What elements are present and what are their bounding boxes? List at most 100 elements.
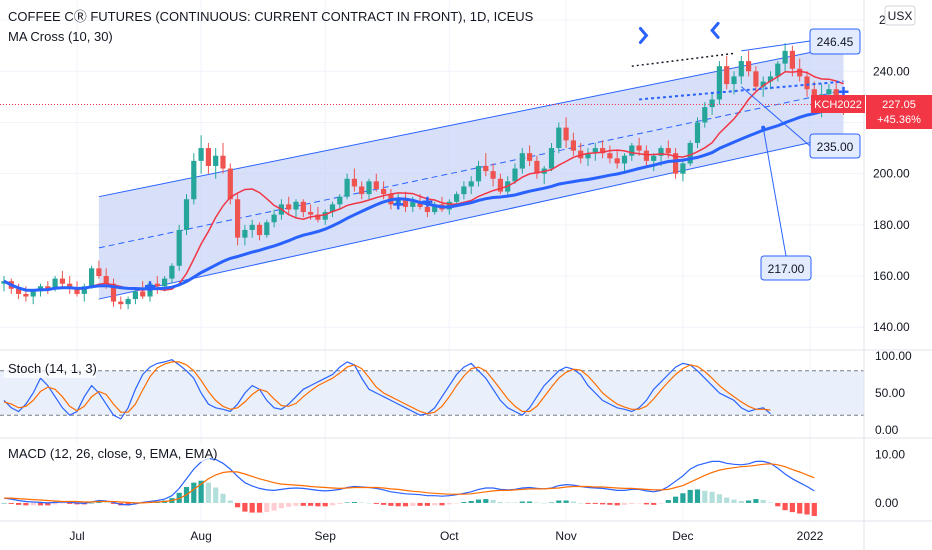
- macd-histogram-bar: [220, 493, 226, 503]
- callout-217[interactable]: 217.00: [760, 255, 812, 281]
- price-tick-label: 160.00: [873, 269, 910, 283]
- candle-body: [658, 148, 664, 156]
- macd-histogram-bar: [731, 499, 737, 503]
- macd-histogram-bar: [388, 502, 394, 506]
- macd-histogram-bar: [59, 502, 65, 504]
- macd-histogram-bar: [45, 502, 51, 506]
- candle-body: [454, 194, 460, 202]
- macd-histogram-bar: [329, 502, 336, 506]
- candle-body: [242, 229, 248, 238]
- candle-body: [344, 178, 350, 197]
- candle-body: [556, 127, 562, 149]
- candle-body: [132, 291, 138, 300]
- candle-body: [402, 199, 409, 207]
- candle-body: [110, 283, 117, 302]
- currency-button[interactable]: [884, 5, 916, 26]
- macd-histogram-bar: [600, 502, 606, 505]
- candle-body: [89, 268, 95, 287]
- candle-body: [585, 153, 591, 159]
- candle-body: [490, 171, 496, 179]
- macd-histogram-bar: [680, 493, 686, 503]
- ma-cross-marker-1-icon: [145, 281, 155, 292]
- candle-body: [235, 199, 241, 238]
- candle-body: [198, 148, 204, 161]
- macd-histogram-bar: [395, 502, 401, 507]
- candle-body: [767, 76, 774, 82]
- callout-246-45[interactable]: 246.45: [809, 28, 861, 55]
- macd-histogram-bar: [446, 502, 452, 505]
- macd-histogram-bar: [23, 502, 29, 506]
- macd-tick-label: 0.00: [875, 496, 899, 510]
- callout-235-text: 235.00: [817, 140, 854, 154]
- macd-panel: 10.00 0.00: [1, 448, 905, 516]
- candle-body: [527, 153, 533, 161]
- macd-histogram-bar: [665, 500, 671, 503]
- candle-body: [300, 201, 306, 213]
- time-tick-label: Oct: [440, 529, 459, 543]
- candle-body: [59, 278, 65, 284]
- indicator-label-ma-cross[interactable]: MA Cross (10, 30): [8, 29, 113, 44]
- candle-body: [220, 155, 226, 169]
- last-price-text: 227.05: [882, 99, 916, 111]
- callout-235[interactable]: 235.00: [809, 133, 861, 159]
- candle-body: [118, 301, 124, 305]
- candle-body: [30, 291, 36, 297]
- macd-histogram-bar: [300, 502, 306, 506]
- macd-histogram-bar: [351, 501, 357, 503]
- macd-histogram-bar: [1, 502, 7, 504]
- candle-body: [709, 99, 715, 108]
- candle-body: [67, 283, 73, 289]
- candle-body: [694, 122, 701, 143]
- candle-body: [424, 206, 430, 213]
- macd-histogram-bar: [264, 502, 270, 513]
- callout-235-box: [809, 133, 861, 159]
- macd-histogram-bar: [308, 502, 314, 506]
- price-tick-label: 240.00: [873, 64, 910, 78]
- stoch-label-bg: [4, 360, 96, 378]
- macd-histogram-bar: [125, 502, 131, 506]
- macd-histogram-bar: [37, 502, 44, 506]
- macd-histogram-bar: [359, 502, 365, 503]
- candle-body: [103, 276, 109, 284]
- price-tick-label: 180.00: [873, 218, 910, 232]
- macd-histogram-bar: [607, 502, 613, 505]
- macd-histogram-bar: [16, 502, 22, 505]
- candle-body: [315, 214, 321, 220]
- macd-histogram-bar: [585, 502, 591, 504]
- time-tick-label: Nov: [555, 529, 576, 543]
- macd-histogram-bar: [519, 501, 525, 503]
- indicator-label-macd[interactable]: MACD (12, 26, close, 9, EMA, EMA): [8, 446, 218, 461]
- symbol-badge-text: KCH2022: [814, 99, 862, 111]
- candle-body: [329, 204, 336, 213]
- candle-body: [548, 148, 555, 169]
- macd-histogram-bar: [176, 492, 182, 503]
- time-axis[interactable]: Jul Aug Sep Oct Nov Dec 2022: [69, 529, 823, 543]
- candle-body: [381, 189, 387, 195]
- candle-body: [308, 212, 314, 215]
- macd-histogram-bar: [373, 502, 379, 504]
- macd-histogram-bar: [702, 490, 708, 503]
- macd-histogram-bar: [366, 502, 372, 504]
- time-tick-label: Dec: [672, 529, 693, 543]
- last-price-badge: [866, 95, 932, 129]
- macd-histogram-bar: [454, 502, 460, 504]
- macd-histogram-bar: [563, 500, 569, 503]
- macd-histogram-bar: [497, 501, 503, 503]
- candle-body: [673, 153, 679, 174]
- candle-body: [475, 165, 482, 182]
- candle-body: [351, 178, 357, 187]
- candle-body: [74, 288, 80, 294]
- stoch-panel: 100.00 50.00 0.00: [0, 349, 912, 437]
- candle-body: [775, 63, 781, 77]
- callout-246-45-box: [809, 28, 861, 55]
- macd-histogram-bar: [789, 502, 795, 513]
- macd-histogram-bar: [621, 502, 628, 505]
- macd-histogram-bar: [432, 502, 438, 506]
- candle-body: [373, 181, 379, 190]
- indicator-label-stoch[interactable]: Stoch (14, 1, 3): [8, 361, 97, 376]
- candle-body: [322, 212, 328, 220]
- macd-histogram-bar: [475, 499, 482, 503]
- candle-body: [519, 153, 525, 169]
- macd-histogram-bar: [322, 502, 328, 507]
